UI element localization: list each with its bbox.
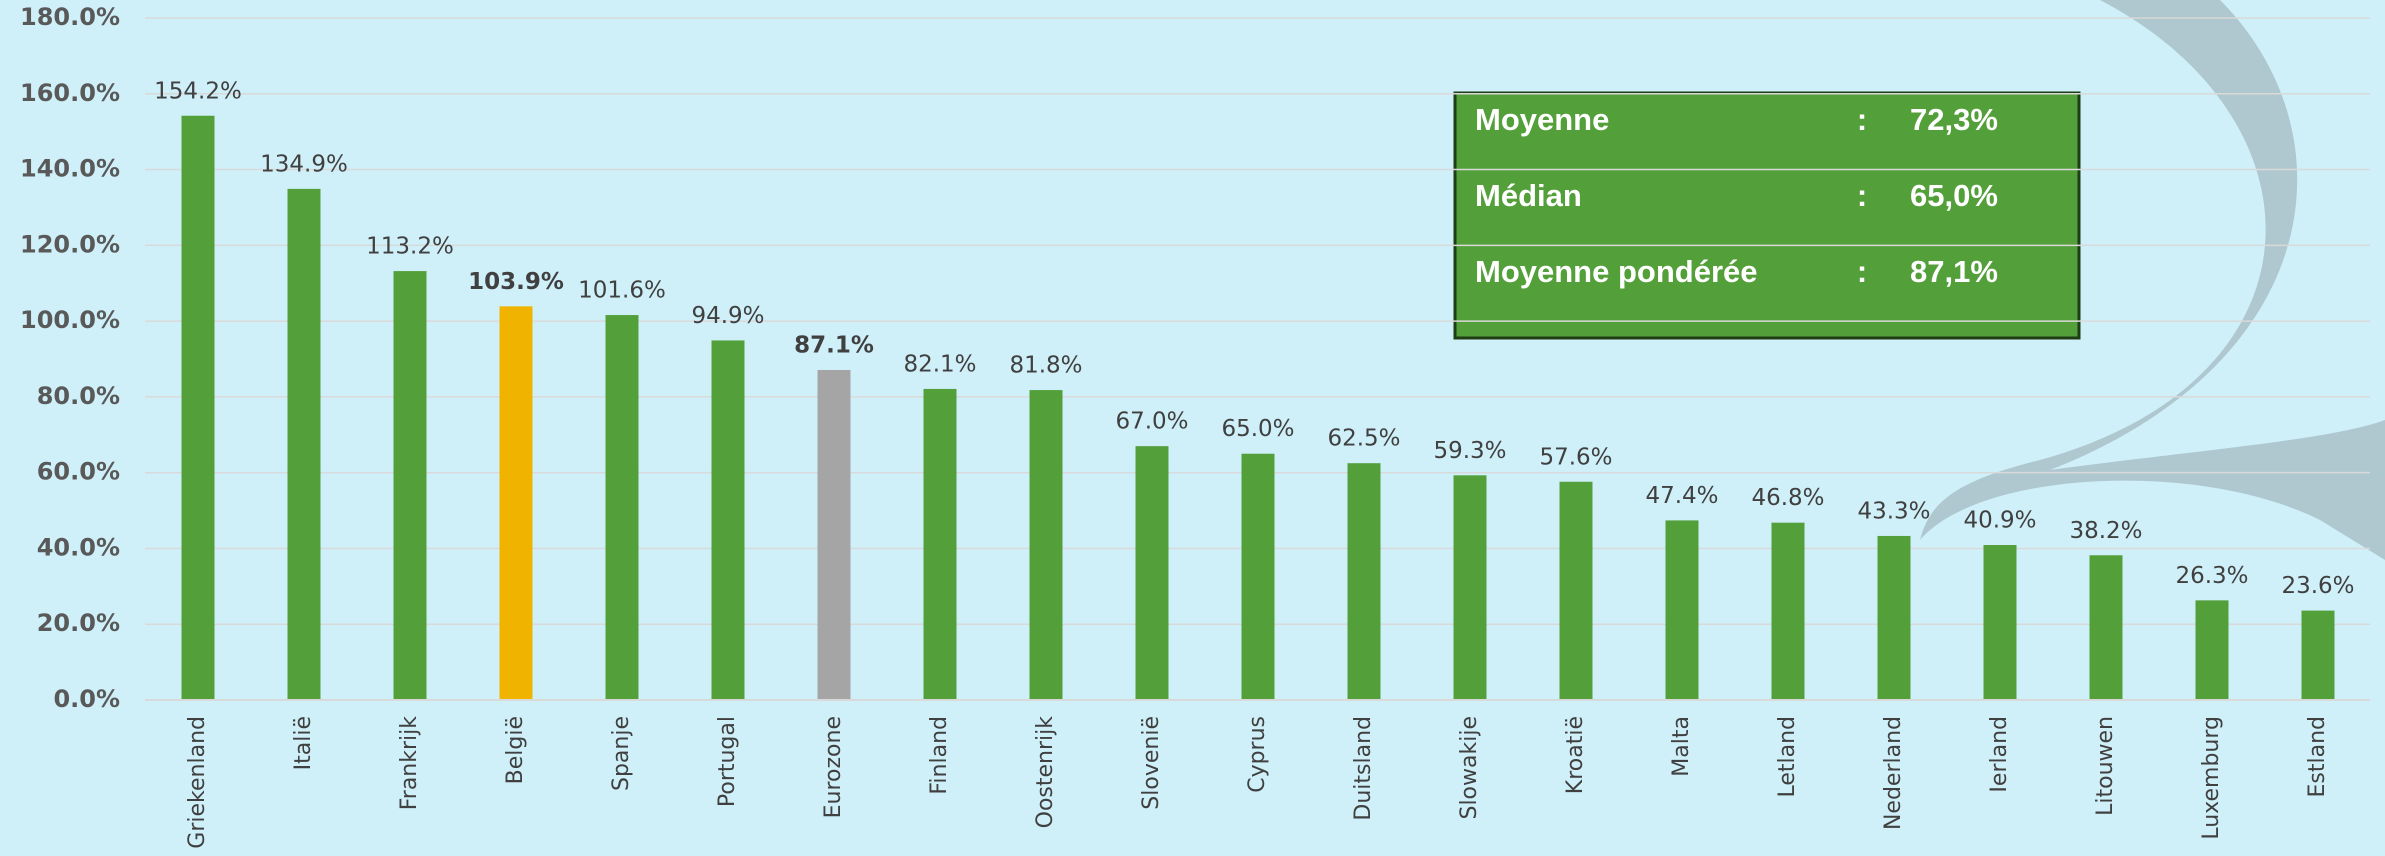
x-tick-label: België: [503, 716, 528, 784]
bar: [1136, 446, 1169, 700]
x-tick-label: Cyprus: [1245, 716, 1270, 793]
value-label: 40.9%: [1963, 508, 2036, 534]
value-label: 94.9%: [691, 303, 764, 329]
value-label: 67.0%: [1115, 409, 1188, 435]
x-tick-label: Frankrijk: [397, 716, 422, 811]
bar: [1666, 520, 1699, 700]
bar: [1984, 545, 2017, 700]
value-label: 101.6%: [578, 278, 666, 304]
value-label: 23.6%: [2281, 573, 2354, 599]
x-tick-label: Estland: [2305, 716, 2330, 798]
x-tick-label: Portugal: [715, 716, 740, 807]
bar: [1454, 475, 1487, 700]
y-tick-label: 20.0%: [37, 609, 120, 637]
value-label: 82.1%: [903, 351, 976, 377]
bar: [1030, 390, 1063, 700]
value-label: 81.8%: [1009, 353, 1082, 379]
x-tick-label: Litouwen: [2093, 716, 2118, 816]
bar: [924, 389, 957, 700]
value-label: 26.3%: [2175, 563, 2248, 589]
value-label: 154.2%: [154, 78, 242, 104]
bar: [2196, 600, 2229, 700]
x-tick-label: Slovenië: [1139, 716, 1164, 810]
value-label: 62.5%: [1327, 426, 1400, 452]
x-tick-label: Oostenrijk: [1033, 716, 1058, 829]
x-tick-label: Nederland: [1881, 716, 1906, 830]
x-tick-label: Duitsland: [1351, 716, 1376, 821]
y-tick-label: 60.0%: [37, 458, 120, 486]
value-label: 38.2%: [2069, 518, 2142, 544]
value-label: 43.3%: [1857, 498, 1930, 524]
y-tick-label: 160.0%: [20, 79, 120, 107]
bar: [2090, 555, 2123, 700]
x-tick-label: Finland: [927, 716, 952, 795]
x-tick-label: Slowakije: [1457, 716, 1482, 820]
value-label: 65.0%: [1221, 416, 1294, 442]
value-label: 134.9%: [260, 151, 348, 177]
chart: 0.0% 20.0% 40.0% 60.0% 80.0% 100.0% 120.0% 140.…: [0, 0, 2385, 856]
bar: [1560, 482, 1593, 700]
value-label: 46.8%: [1751, 485, 1824, 511]
value-label: 59.3%: [1433, 438, 1506, 464]
y-tick-label: 100.0%: [20, 306, 120, 334]
y-tick-label: 140.0%: [20, 155, 120, 183]
stats-separator: :: [1857, 254, 1867, 289]
stats-value: 65,0%: [1910, 178, 1998, 213]
x-tick-label: Letland: [1775, 716, 1800, 798]
x-tick-label: Malta: [1669, 716, 1694, 777]
x-tick-label: Luxemburg: [2199, 716, 2224, 840]
x-tick-label: Eurozone: [821, 716, 846, 818]
stats-label: Moyenne pondérée: [1475, 254, 1758, 289]
stats-value: 72,3%: [1910, 102, 1998, 137]
bar: [1348, 463, 1381, 700]
x-tick-label: Spanje: [609, 716, 634, 791]
stats-value: 87,1%: [1910, 254, 1998, 289]
x-tick-label: Italië: [291, 716, 316, 770]
bar: [712, 340, 745, 700]
bar: [288, 189, 321, 700]
y-tick-label: 180.0%: [20, 3, 120, 31]
y-tick-label: 40.0%: [37, 533, 120, 561]
stats-label: Moyenne: [1475, 102, 1609, 137]
bar: [818, 370, 851, 700]
value-label: 113.2%: [366, 234, 454, 260]
x-tick-label: Ierland: [1987, 716, 2012, 793]
stats-separator: :: [1857, 102, 1867, 137]
y-tick-label: 80.0%: [37, 382, 120, 410]
bar: [394, 271, 427, 700]
y-tick-label: 120.0%: [20, 230, 120, 258]
value-label: 57.6%: [1539, 444, 1612, 470]
bar: [1772, 523, 1805, 700]
x-tick-label: Griekenland: [185, 716, 210, 849]
value-label: 87.1%: [794, 332, 874, 358]
value-label: 103.9%: [468, 269, 564, 295]
y-tick-label: 0.0%: [53, 685, 120, 713]
x-tick-label: Kroatië: [1563, 716, 1588, 794]
stats-separator: :: [1857, 178, 1867, 213]
bar: [182, 116, 215, 700]
value-label: 47.4%: [1645, 483, 1718, 509]
bar: [500, 306, 533, 700]
bar: [606, 315, 639, 700]
bar: [1242, 454, 1275, 700]
bar: [2302, 611, 2335, 700]
bar: [1878, 536, 1911, 700]
stats-label: Médian: [1475, 178, 1582, 213]
